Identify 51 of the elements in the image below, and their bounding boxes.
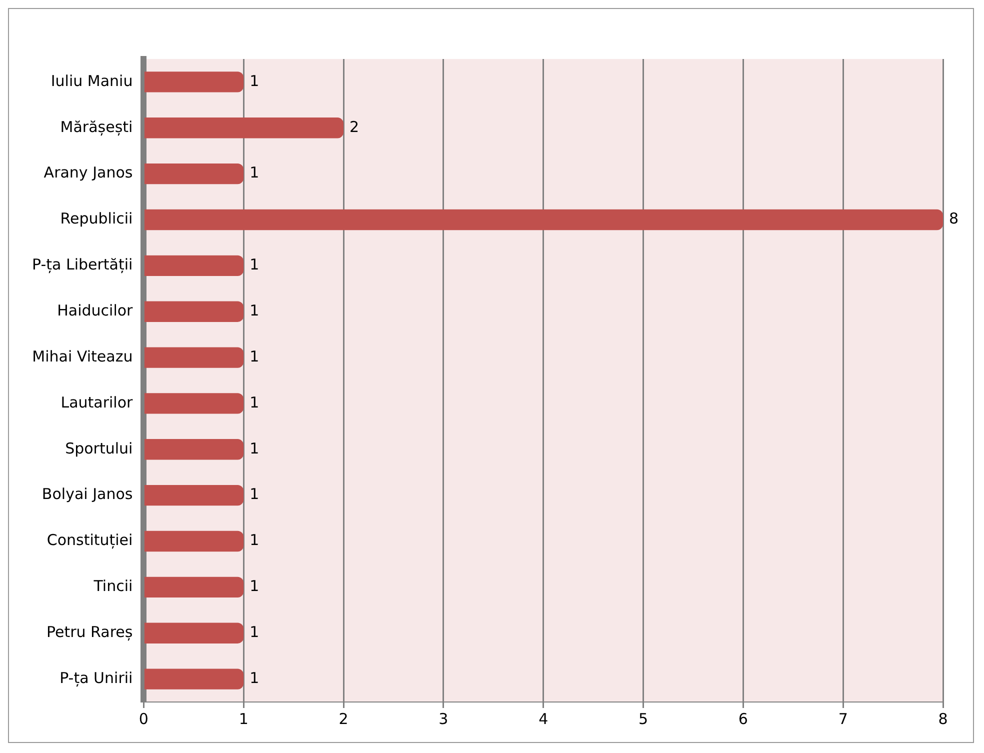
data-label: 1: [250, 302, 260, 320]
data-label: 1: [250, 72, 260, 90]
data-label: 1: [250, 164, 260, 182]
y-tick-label: Mihai Viteazu: [32, 347, 133, 366]
bar: [144, 209, 943, 230]
x-tick-label: 0: [138, 710, 148, 728]
bar: [144, 484, 244, 506]
data-label: 1: [250, 256, 260, 274]
x-tick-label: 8: [938, 710, 948, 728]
x-tick-label: 3: [438, 710, 448, 728]
data-label: 1: [250, 668, 260, 687]
x-tick-label: 4: [538, 710, 548, 728]
bar: [144, 530, 244, 552]
y-tick-label: Sportului: [65, 439, 133, 458]
y-tick-label: P-ța Libertății: [32, 256, 133, 274]
data-label: 1: [250, 577, 260, 596]
data-label: 1: [250, 439, 260, 458]
y-tick-label: Haiducilor: [57, 302, 134, 320]
data-label: 1: [250, 485, 260, 504]
bar: [144, 576, 244, 598]
x-tick-label: 5: [638, 710, 648, 728]
x-tick-label: 6: [738, 710, 748, 728]
y-tick-label: Bolyai Janos: [42, 485, 133, 504]
y-tick-label: Tincii: [92, 577, 133, 596]
y-tick-label: Iuliu Maniu: [50, 72, 133, 90]
bar: [144, 622, 244, 644]
y-tick-label: Arany Janos: [44, 164, 133, 182]
y-tick-label: Petru Rareș: [46, 623, 133, 641]
bar: [144, 347, 244, 368]
bar: [144, 72, 244, 92]
data-label: 2: [350, 118, 360, 136]
y-tick-label: Constituției: [46, 531, 133, 550]
y-tick-label: Republicii: [60, 210, 133, 228]
bar: [144, 668, 244, 690]
data-label: 1: [250, 393, 260, 412]
bar: [144, 393, 244, 414]
bar: [144, 255, 244, 276]
y-tick-label: Lautarilor: [60, 393, 134, 412]
data-label: 1: [250, 531, 260, 550]
bar: [144, 118, 344, 138]
bar: [144, 163, 244, 184]
bar: [144, 439, 244, 460]
y-tick-label: Mărășești: [60, 118, 133, 136]
x-tick-label: 2: [338, 710, 348, 728]
y-tick-label: P-ța Unirii: [60, 668, 133, 687]
data-label: 1: [250, 623, 260, 641]
x-tick-label: 1: [238, 710, 248, 728]
data-label: 8: [949, 210, 959, 228]
x-tick-label: 7: [838, 710, 848, 728]
bar: [144, 301, 244, 322]
data-label: 1: [250, 347, 260, 366]
